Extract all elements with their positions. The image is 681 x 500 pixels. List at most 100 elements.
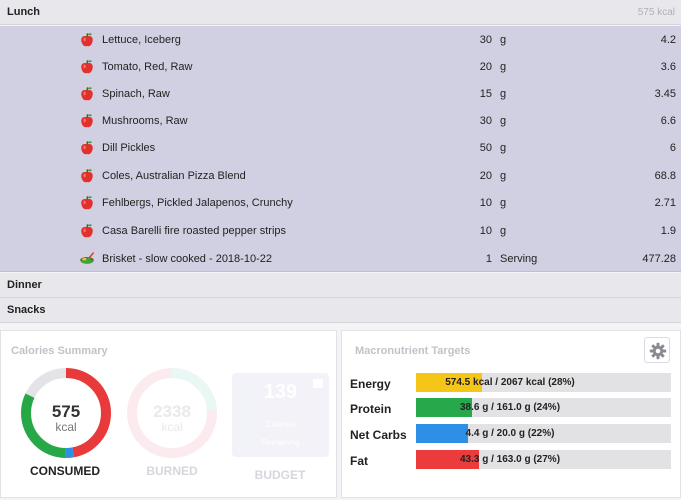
food-name: Coles, Australian Pizza Blend [102,170,246,182]
macro-bar-track [416,424,671,443]
food-quantity: 50 [479,142,492,154]
ring-segment-red [21,368,111,458]
food-unit: g [500,170,507,182]
apple-icon [79,223,95,239]
food-quantity: 20 [479,170,492,182]
budget-line1: Calories [265,420,296,429]
macro-bar-track [416,373,671,392]
lunch-food-list: Lettuce, Iceberg 30 g 4.2 Tomato, Red, R… [0,26,681,272]
food-unit: g [500,225,507,237]
macro-bar-track [416,398,671,417]
ring-segment-green [21,368,111,458]
food-kcal: 4.2 [660,34,676,46]
meal-title: Lunch [7,6,40,18]
food-unit: g [500,88,507,100]
food-name: Tomato, Red, Raw [102,61,193,73]
macro-bar-fill [416,450,480,469]
food-unit: Serving [500,253,538,265]
panel-title: Calories Summary [11,345,108,357]
apple-icon [79,59,95,75]
food-quantity: 1 [485,253,492,265]
macro-label: Net Carbs [350,428,407,442]
macro-row-protein: Protein 38.6 g / 161.0 g (24%) [350,398,671,418]
macro-label: Protein [350,402,392,416]
food-unit: g [500,115,507,127]
meal-header-dinner[interactable]: Dinner [0,273,681,298]
macro-targets-panel: Macronutrient Targets Energy 574.5 kcal … [341,330,681,498]
macro-bar-fill [416,424,468,443]
food-quantity: 30 [479,115,492,127]
food-row[interactable]: Mushrooms, Raw 30 g 6.6 [0,107,681,134]
macro-bar-fill [416,398,473,417]
food-kcal: 3.45 [654,88,676,100]
food-quantity: 15 [479,88,492,100]
food-row[interactable]: Coles, Australian Pizza Blend 20 g 68.8 [0,162,681,189]
food-name: Mushrooms, Raw [102,115,188,127]
gear-icon [649,342,667,360]
food-row[interactable]: Dill Pickles 50 g 6 [0,134,681,161]
macro-row-energy: Energy 574.5 kcal / 2067 kcal (28%) [350,373,671,393]
food-quantity: 20 [479,61,492,73]
food-row[interactable]: Casa Barelli fire roasted pepper strips … [0,217,681,244]
macro-value-text: 574.5 kcal / 2067 kcal (28%) [445,377,575,388]
apple-icon [79,140,95,156]
food-kcal: 477.28 [642,253,676,265]
food-name: Dill Pickles [102,142,156,154]
macro-row-net-carbs: Net Carbs 4.4 g / 20.0 g (22%) [350,424,671,444]
budget-box[interactable]: 139 Calories Remaining [232,373,329,457]
food-unit: g [500,142,507,154]
consumed-label: CONSUMED [29,464,100,478]
ring-track [127,368,217,458]
burned-donut-chart: 2338 kcal [127,368,217,458]
apple-icon [79,86,95,102]
food-row[interactable]: Spinach, Raw 15 g 3.45 [0,80,681,107]
food-kcal: 6 [669,142,676,154]
settings-button[interactable] [644,337,670,363]
meal-header-snacks[interactable]: Snacks [0,298,681,323]
meal-title: Dinner [7,279,42,291]
consumed-value: 575 [52,402,80,421]
burned-ring[interactable]: 2338 kcal [126,367,218,459]
burned-value: 2338 [153,402,191,421]
food-unit: g [500,34,507,46]
panel-title: Macronutrient Targets [355,345,471,357]
macro-label: Energy [350,377,391,391]
apple-icon [79,113,95,129]
food-kcal: 6.6 [660,115,676,127]
consumed-ring[interactable]: 575 kcal [20,367,112,459]
budget-label: BUDGET [254,468,306,482]
meal-title: Snacks [7,304,46,316]
food-row[interactable]: Lettuce, Iceberg 30 g 4.2 [0,26,681,53]
apple-icon [79,32,95,48]
meal-header-lunch[interactable]: Lunch 575 kcal [0,0,681,25]
food-name: Spinach, Raw [102,88,170,100]
burned-label: BURNED [146,464,198,478]
food-quantity: 10 [479,225,492,237]
budget-line2: Remaining [261,438,300,447]
macro-value-text: 4.4 g / 20.0 g (22%) [465,428,555,439]
food-quantity: 10 [479,197,492,209]
macro-value-text: 43.3 g / 163.0 g (27%) [459,454,561,465]
food-kcal: 2.71 [654,197,676,209]
food-name: Fehlbergs, Pickled Jalapenos, Crunchy [102,197,293,209]
burned-unit: kcal [161,420,182,434]
apple-icon [79,168,95,184]
food-name: Brisket - slow cooked - 2018-10-22 [102,253,272,265]
consumed-unit: kcal [55,420,76,434]
food-row[interactable]: Brisket - slow cooked - 2018-10-22 1 Ser… [0,245,681,272]
ring-segment-blue [21,368,111,458]
food-kcal: 1.9 [660,225,676,237]
macro-bar-fill [416,373,482,392]
food-name: Lettuce, Iceberg [102,34,181,46]
food-unit: g [500,61,507,73]
food-kcal: 3.6 [660,61,676,73]
macro-bar-track [416,450,671,469]
food-kcal: 68.8 [654,170,676,182]
food-unit: g [500,197,507,209]
meal-kcal: 575 kcal [637,7,675,18]
food-row[interactable]: Fehlbergs, Pickled Jalapenos, Crunchy 10… [0,189,681,216]
food-row[interactable]: Tomato, Red, Raw 20 g 3.6 [0,53,681,80]
macro-row-fat: Fat 43.3 g / 163.0 g (27%) [350,450,671,470]
consumed-donut-chart: 575 kcal [21,368,111,458]
calendar-icon [313,379,323,388]
